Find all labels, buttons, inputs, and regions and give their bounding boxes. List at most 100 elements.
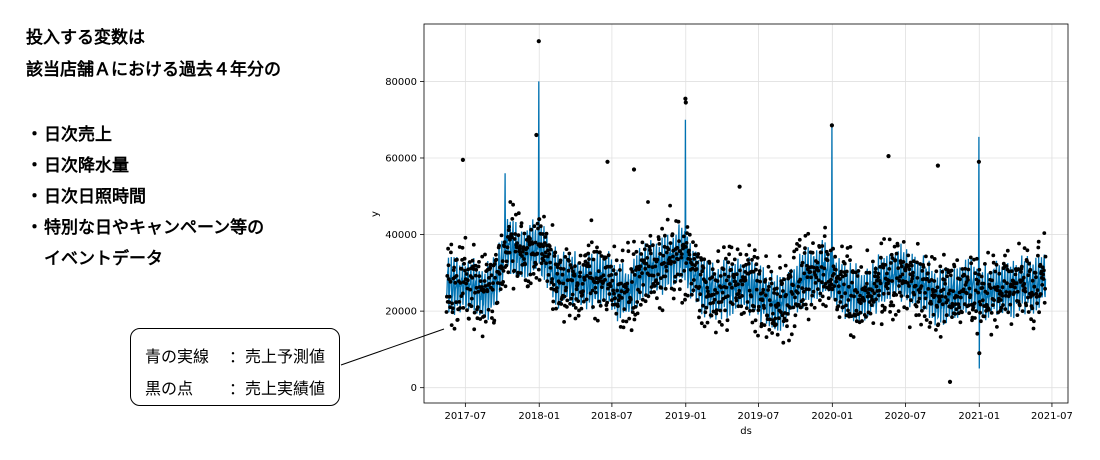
actual-point (531, 272, 536, 276)
actual-point (532, 264, 536, 269)
actual-point (735, 247, 740, 252)
list-item: イベントデータ (26, 244, 264, 275)
actual-point (504, 259, 509, 264)
actual-point (482, 279, 487, 283)
actual-point (499, 233, 504, 238)
actual-point (526, 284, 530, 288)
actual-point (628, 297, 633, 302)
actual-point (969, 261, 974, 266)
bullet-marker: ・ (26, 125, 43, 145)
actual-point (638, 290, 642, 295)
actual-point (754, 287, 759, 292)
actual-point (625, 281, 630, 286)
actual-point (482, 314, 487, 319)
actual-point (524, 237, 529, 242)
actual-point (536, 39, 541, 44)
actual-point (1043, 254, 1048, 259)
actual-point (665, 217, 670, 222)
actual-point (766, 264, 771, 269)
actual-point (714, 308, 719, 313)
actual-point (1043, 286, 1047, 291)
actual-point (791, 283, 795, 288)
x-tick-label: 2018-07 (591, 411, 633, 422)
actual-point (501, 280, 505, 284)
actual-point (924, 254, 928, 259)
actual-point (678, 279, 683, 283)
actual-point (705, 320, 710, 325)
actual-point (610, 298, 614, 303)
actual-point (505, 245, 510, 250)
actual-point (679, 255, 684, 260)
actual-point (449, 242, 454, 247)
actual-point (926, 262, 931, 267)
actual-point (775, 292, 780, 296)
actual-point (914, 304, 919, 309)
actual-point (888, 310, 892, 314)
actual-point (829, 282, 834, 287)
actual-point (518, 244, 522, 249)
actual-point (763, 293, 768, 298)
actual-point (923, 291, 927, 295)
actual-point (1020, 278, 1025, 283)
actual-point (782, 277, 786, 282)
actual-point (1003, 307, 1008, 311)
actual-point (696, 252, 701, 256)
actual-point (841, 305, 846, 309)
actual-point (769, 269, 774, 274)
actual-point (821, 272, 826, 277)
actual-point (832, 272, 836, 276)
actual-point (663, 286, 668, 291)
y-tick-label: 60000 (385, 153, 417, 164)
actual-point (1036, 253, 1040, 258)
actual-point (833, 254, 837, 259)
actual-point (593, 316, 597, 321)
actual-point (637, 267, 642, 272)
actual-point (821, 302, 825, 307)
actual-point (751, 308, 756, 313)
actual-point (926, 287, 931, 291)
actual-point (644, 243, 649, 248)
actual-point (976, 290, 980, 295)
actual-point (917, 313, 921, 317)
actual-point (454, 300, 458, 305)
actual-point (483, 252, 487, 257)
actual-point (508, 200, 513, 204)
actual-point (807, 287, 811, 292)
actual-point (683, 100, 688, 105)
actual-point (721, 267, 726, 272)
actual-point (1028, 267, 1033, 272)
actual-point (590, 288, 595, 293)
actual-point (502, 240, 507, 245)
actual-point (463, 235, 468, 240)
actual-point (834, 267, 838, 272)
actual-point (882, 237, 886, 241)
actual-point (663, 233, 667, 238)
actual-point (858, 293, 862, 298)
actual-point (478, 317, 483, 321)
actual-point (831, 264, 836, 269)
actual-point (653, 264, 658, 269)
actual-point (550, 277, 554, 281)
actual-point (510, 235, 514, 240)
actual-point (816, 278, 821, 283)
actual-point (958, 320, 963, 325)
actual-point (490, 287, 495, 292)
actual-point (1032, 319, 1036, 324)
actual-point (656, 272, 660, 277)
actual-point (955, 294, 960, 299)
actual-point (580, 292, 585, 297)
actual-point (842, 282, 846, 287)
actual-point (477, 260, 481, 264)
actual-point (893, 312, 898, 317)
actual-point (749, 294, 754, 299)
actual-point (1035, 288, 1040, 292)
actual-point (515, 274, 520, 278)
actual-point (546, 273, 551, 277)
actual-point (989, 286, 993, 290)
actual-point (813, 281, 818, 285)
actual-point (887, 267, 892, 271)
list-item-text: 特別な日やキャンペーン等の (44, 218, 265, 238)
actual-point (798, 277, 803, 282)
actual-point (472, 327, 477, 332)
actual-point (733, 279, 738, 284)
